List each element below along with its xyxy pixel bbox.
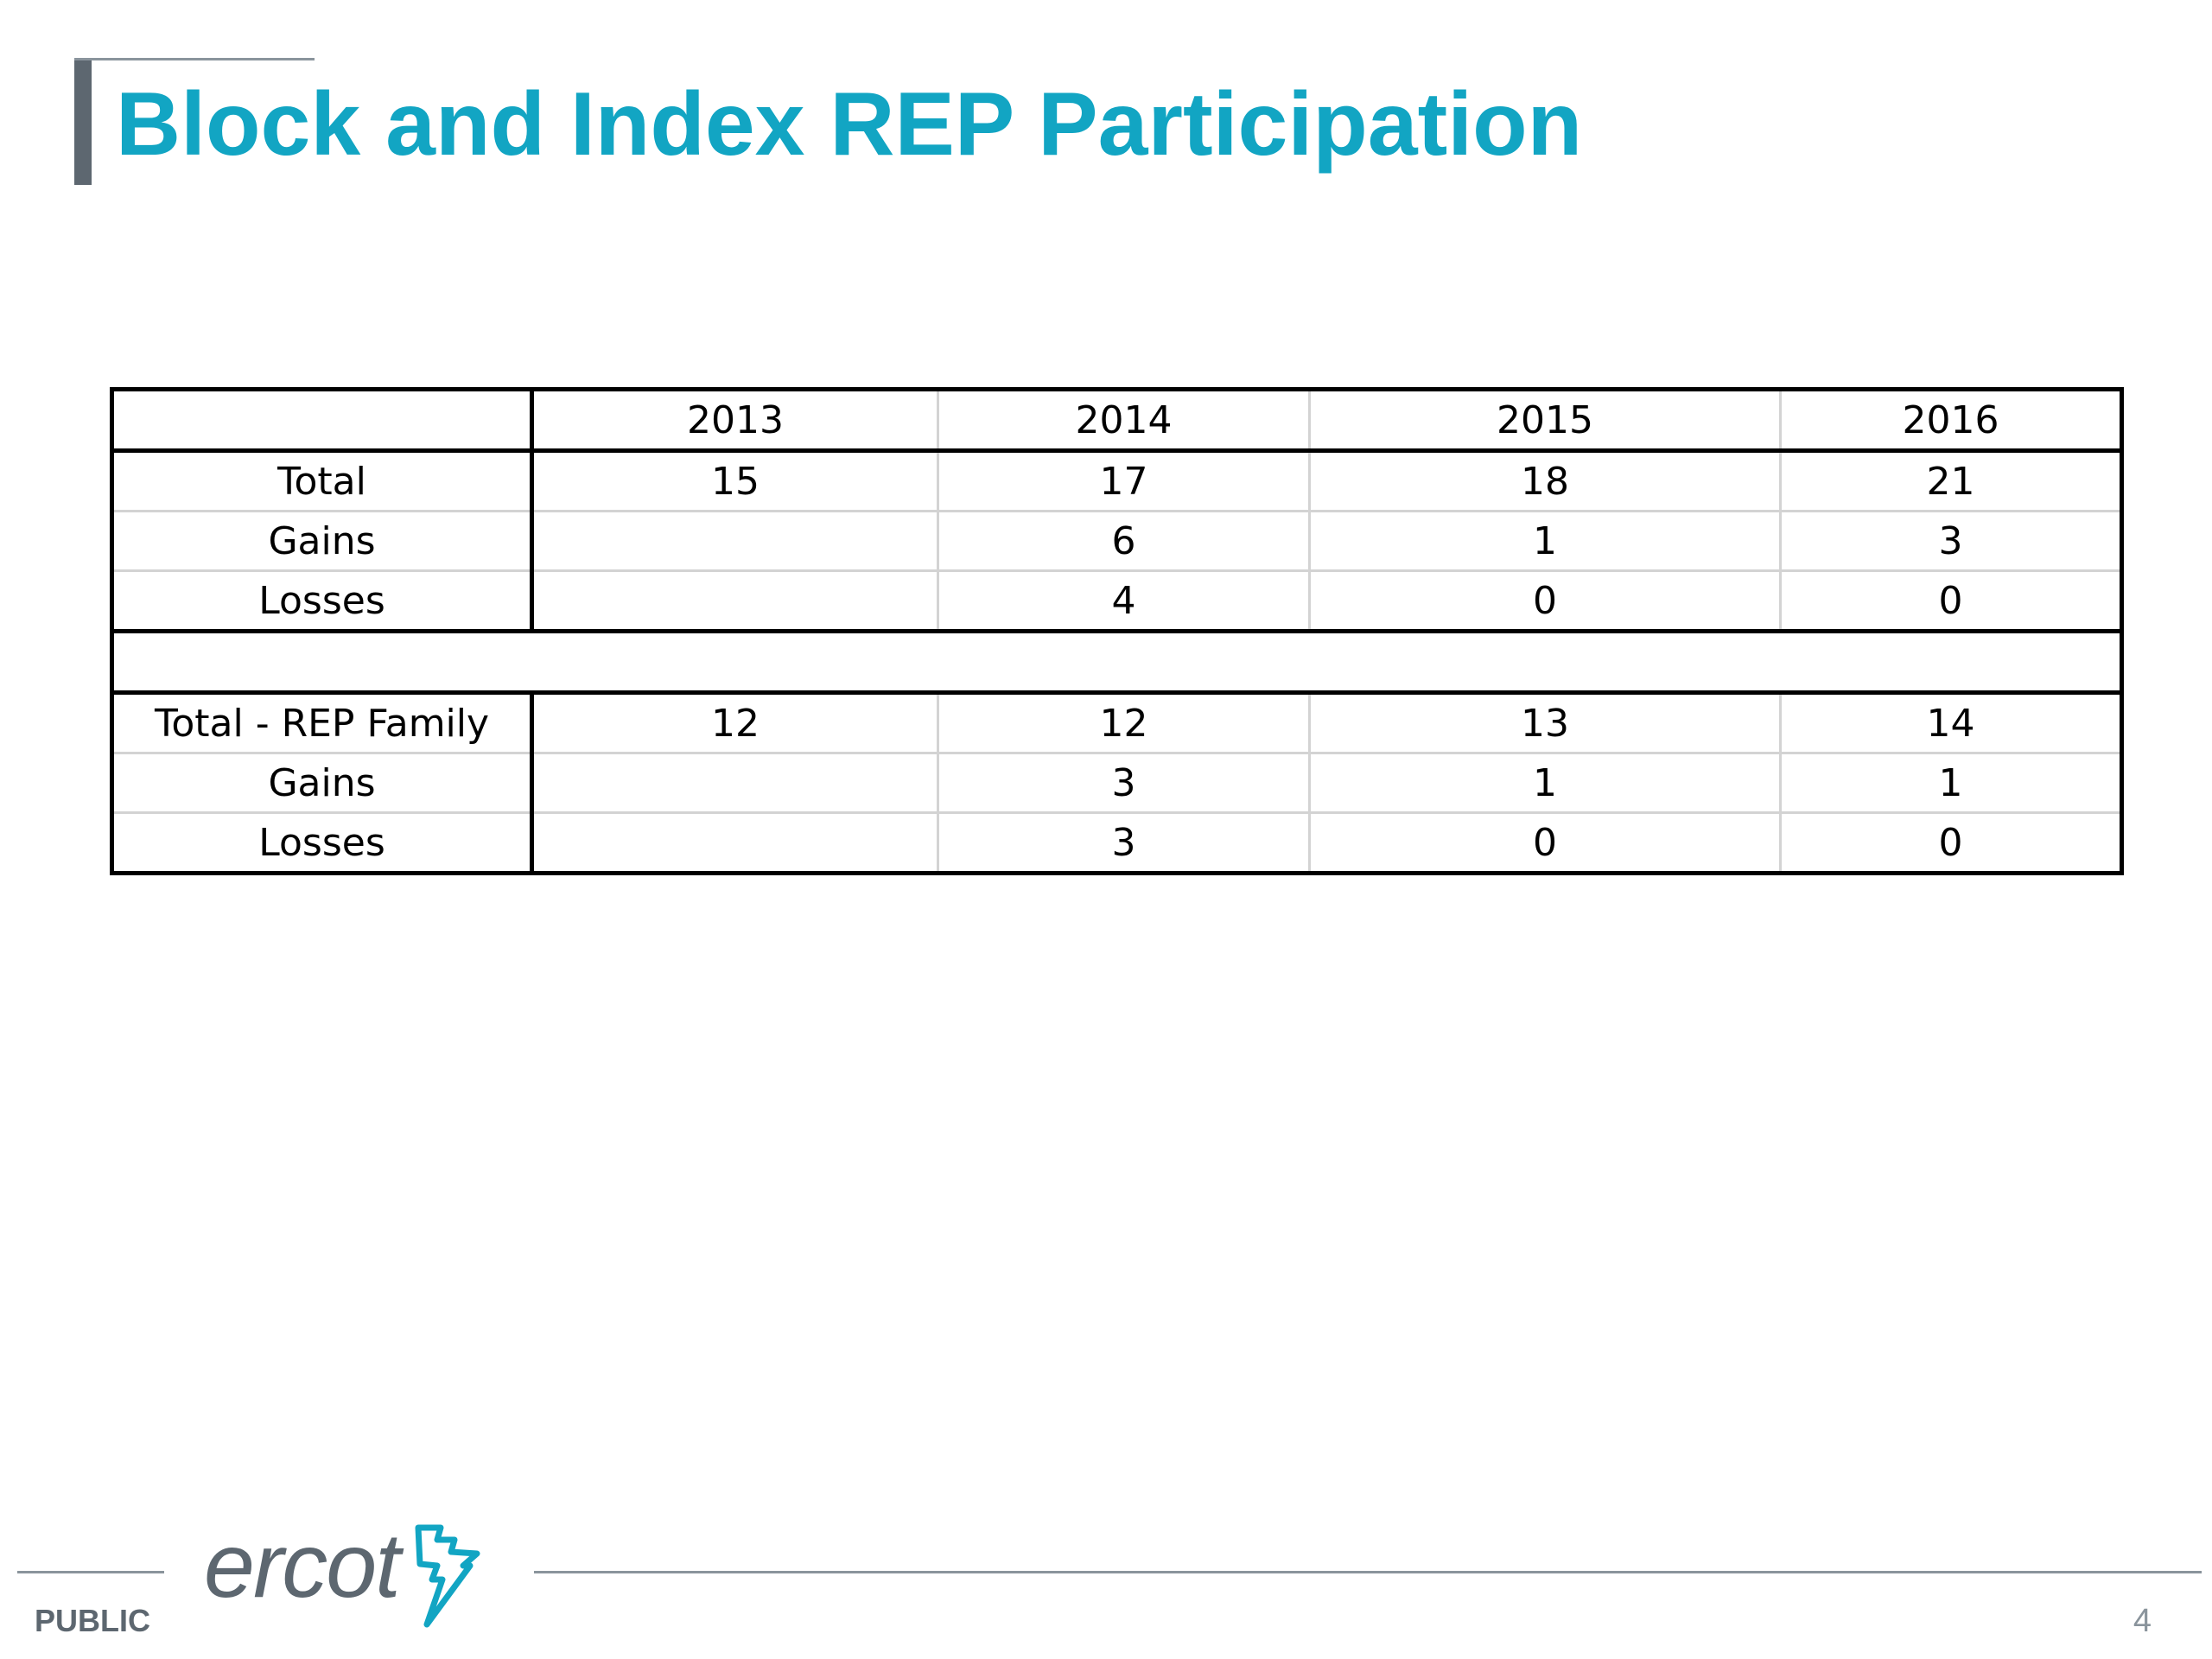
table-cell: 3	[937, 752, 1311, 814]
logo-wordmark: ercot	[204, 1515, 401, 1617]
table-cell: 21	[1779, 449, 2123, 512]
table-cell: 0	[1308, 811, 1782, 874]
table-spacer-row	[111, 629, 2122, 695]
table-cell: 12	[531, 691, 939, 754]
table-cell: 1	[1308, 510, 1782, 572]
row-label: Gains	[111, 510, 534, 572]
table-cell	[531, 752, 939, 814]
participation-table: 2013 2014 2015 2016 Total 15 17 18 21 Ga…	[110, 387, 2124, 875]
row-label: Losses	[111, 569, 534, 632]
header-cell-year: 2016	[1779, 388, 2123, 453]
spacer-cell	[111, 629, 2122, 695]
page-number: 4	[2133, 1603, 2152, 1639]
table-cell: 1	[1779, 752, 2123, 814]
header-cell-year: 2015	[1308, 388, 1782, 453]
footer-rule-right	[534, 1571, 2202, 1573]
table-cell: 18	[1308, 449, 1782, 512]
row-label: Total	[111, 449, 534, 512]
table-cell: 0	[1779, 811, 2123, 874]
header-cell-empty	[111, 388, 534, 453]
table-cell	[531, 510, 939, 572]
table-cell: 1	[1308, 752, 1782, 814]
table-row-gains: Gains 6 1 3	[111, 510, 2123, 572]
table-cell: 4	[937, 569, 1311, 632]
title-accent-rule	[74, 58, 315, 60]
texas-lightning-icon	[415, 1524, 480, 1628]
table-cell: 14	[1779, 691, 2123, 754]
slide-title: Block and Index REP Participation	[116, 74, 1583, 175]
table-row-losses: Losses 4 0 0	[111, 569, 2123, 632]
table-cell	[531, 811, 939, 874]
table-row-gains: Gains 3 1 1	[111, 752, 2123, 814]
table-cell: 17	[937, 449, 1311, 512]
table-header-row: 2013 2014 2015 2016	[111, 388, 2123, 453]
table-cell: 13	[1308, 691, 1782, 754]
table-row-losses: Losses 3 0 0	[111, 811, 2123, 874]
table-cell: 3	[937, 811, 1311, 874]
table-cell: 0	[1308, 569, 1782, 632]
table-cell: 0	[1779, 569, 2123, 632]
table-cell: 3	[1779, 510, 2123, 572]
table-cell: 15	[531, 449, 939, 512]
table-cell: 12	[937, 691, 1311, 754]
classification-label: PUBLIC	[35, 1603, 150, 1638]
title-accent-bar	[74, 58, 92, 185]
table-cell: 6	[937, 510, 1311, 572]
row-label: Total - REP Family	[111, 691, 534, 754]
table-row-total: Total 15 17 18 21	[111, 449, 2123, 512]
ercot-logo: ercot	[204, 1514, 498, 1635]
header-cell-year: 2014	[937, 388, 1311, 453]
row-label: Gains	[111, 752, 534, 814]
table-cell	[531, 569, 939, 632]
footer-rule-left	[17, 1571, 164, 1573]
table-row-total-rep-family: Total - REP Family 12 12 13 14	[111, 691, 2123, 754]
row-label: Losses	[111, 811, 534, 874]
header-cell-year: 2013	[531, 388, 939, 453]
